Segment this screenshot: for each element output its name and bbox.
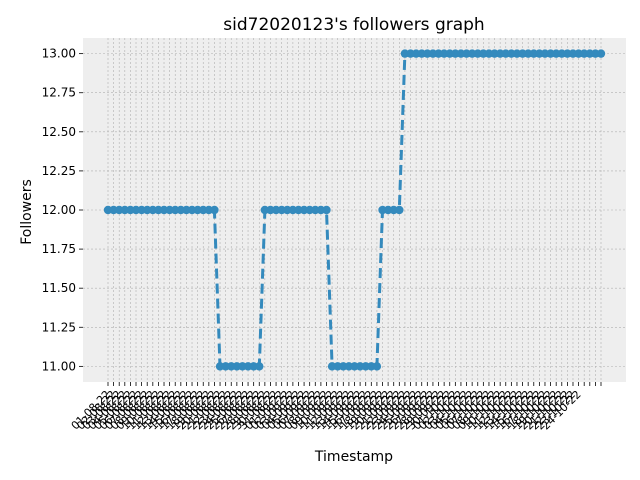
- data-point: [372, 362, 382, 371]
- x-axis-label: Timestamp: [314, 449, 393, 465]
- chart-title: sid72020123's followers graph: [223, 15, 484, 35]
- y-tick-label: 12.75: [42, 86, 76, 100]
- y-axis-label: Followers: [19, 179, 35, 245]
- y-tick-label: 11.25: [42, 320, 76, 334]
- data-point: [322, 205, 331, 215]
- y-tick-label: 11.50: [42, 281, 76, 295]
- data-point: [395, 205, 404, 215]
- y-tick-label: 11.00: [42, 359, 76, 373]
- plot-area: 11.00 11.25 11.50 11.75 12.00 12.25 12.50 12.75…: [42, 38, 626, 432]
- y-tick-label: 12.00: [42, 203, 76, 217]
- data-point: [210, 205, 219, 215]
- data-point: [596, 49, 606, 58]
- y-tick-label: 12.50: [42, 125, 76, 139]
- y-tick-label: 11.75: [42, 242, 76, 256]
- data-point: [255, 362, 264, 371]
- y-tick-label: 12.25: [42, 164, 76, 178]
- y-tick-label: 13.00: [42, 47, 76, 61]
